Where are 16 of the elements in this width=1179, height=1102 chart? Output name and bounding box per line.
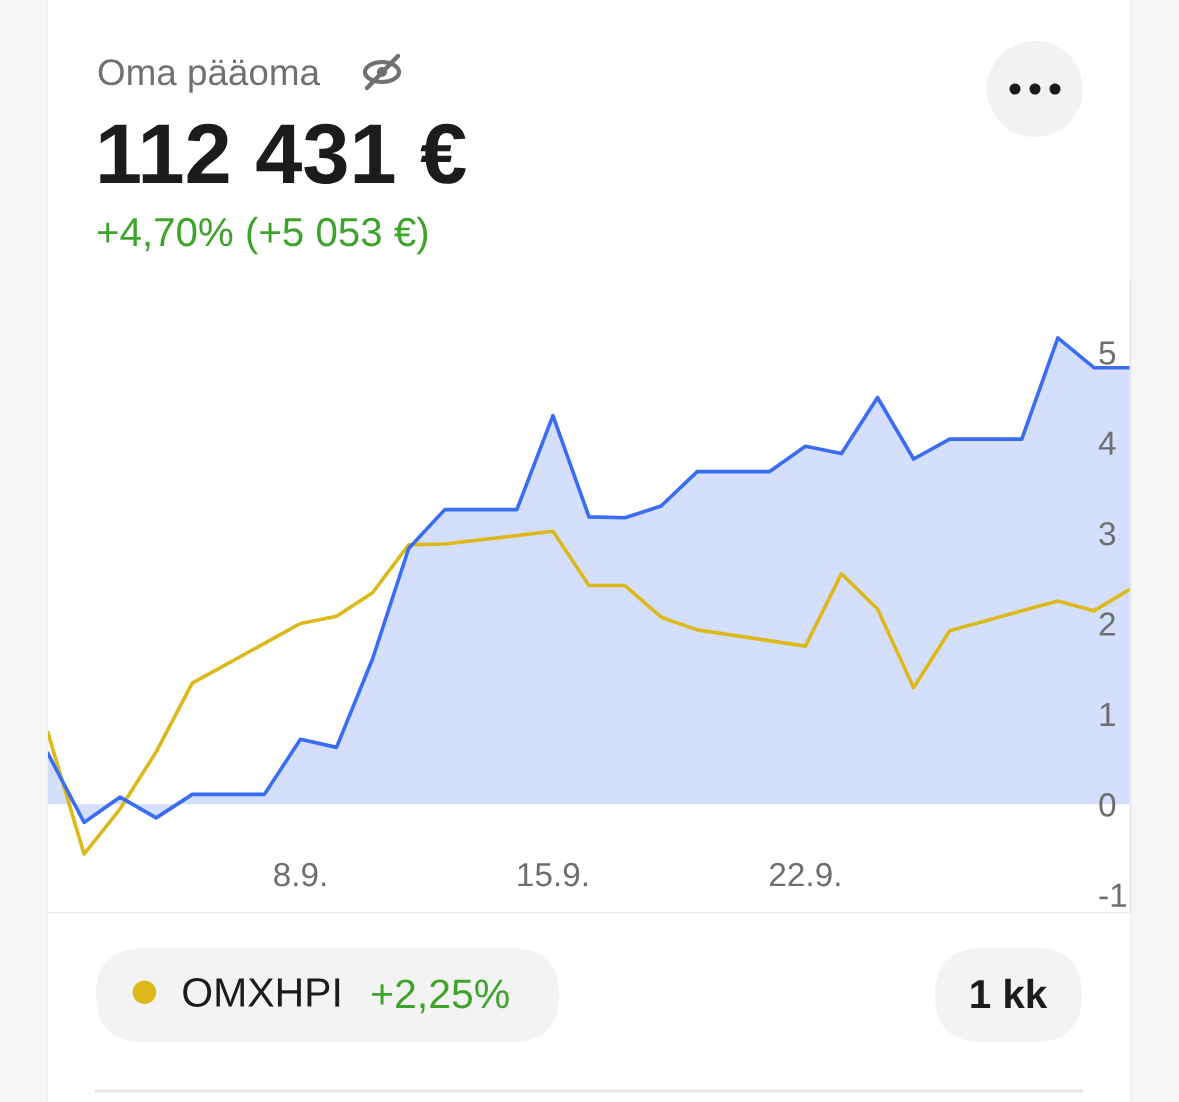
x-tick-label: 22.9. xyxy=(770,862,840,887)
y-tick-label: 2 xyxy=(1099,612,1115,636)
text: +2,25% xyxy=(372,979,509,1014)
y-tick-label: 3 xyxy=(1099,521,1116,546)
legend-label: OMXHPI xyxy=(183,977,340,1007)
chart-subtitle: 112 431 € xyxy=(100,123,466,184)
x-tick-label: 15.9. xyxy=(518,862,587,887)
chart-title: Oma pääoma xyxy=(98,59,320,93)
text: 1 kk xyxy=(971,978,1048,1008)
y-tick-label: 4 xyxy=(1098,431,1116,455)
y-tick-label: 5 xyxy=(1099,341,1116,365)
y-tick-label: 0 xyxy=(1099,793,1116,817)
x-tick-label: 8.9. xyxy=(274,862,326,887)
y-tick-label: 1 xyxy=(1100,703,1115,726)
text: +4,70% (+5 053 €) xyxy=(97,216,428,255)
y-tick-label: -1 xyxy=(1099,883,1127,907)
